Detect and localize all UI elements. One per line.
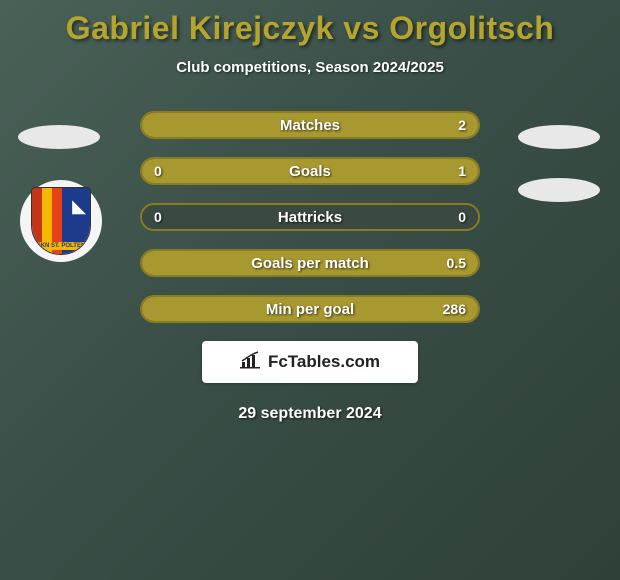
stat-value-right: 1 bbox=[458, 159, 466, 183]
page-title: Gabriel Kirejczyk vs Orgolitsch bbox=[0, 10, 620, 47]
stat-label: Goals bbox=[142, 159, 478, 183]
site-logo-text: FcTables.com bbox=[268, 352, 380, 372]
stat-row: 0Hattricks0 bbox=[140, 203, 480, 231]
stat-row: 0Goals1 bbox=[140, 157, 480, 185]
club-badge-left: ◣ SKN ST. PÖLTEN bbox=[20, 180, 102, 262]
wolf-icon: ◣ bbox=[72, 196, 86, 217]
club-logo-right-placeholder bbox=[518, 178, 600, 202]
stat-value-right: 0.5 bbox=[447, 251, 466, 275]
stat-value-right: 286 bbox=[443, 297, 466, 321]
subtitle: Club competitions, Season 2024/2025 bbox=[0, 59, 620, 76]
stat-label: Goals per match bbox=[142, 251, 478, 275]
stat-row: Goals per match0.5 bbox=[140, 249, 480, 277]
club-badge-shield: ◣ SKN ST. PÖLTEN bbox=[31, 187, 91, 255]
stat-value-right: 0 bbox=[458, 205, 466, 229]
stat-row: Min per goal286 bbox=[140, 295, 480, 323]
stat-label: Matches bbox=[142, 113, 478, 137]
date-text: 29 september 2024 bbox=[0, 405, 620, 423]
player-photo-right-placeholder bbox=[518, 125, 600, 149]
stat-value-right: 2 bbox=[458, 113, 466, 137]
stat-label: Hattricks bbox=[142, 205, 478, 229]
stat-row: Matches2 bbox=[140, 111, 480, 139]
stats-rows: Matches20Goals10Hattricks0Goals per matc… bbox=[140, 111, 480, 323]
player-photo-left-placeholder bbox=[18, 125, 100, 149]
stat-label: Min per goal bbox=[142, 297, 478, 321]
infographic-container: Gabriel Kirejczyk vs Orgolitsch Club com… bbox=[0, 0, 620, 580]
club-badge-text: SKN ST. PÖLTEN bbox=[32, 242, 90, 250]
chart-icon bbox=[240, 351, 262, 374]
site-logo: FcTables.com bbox=[202, 341, 418, 383]
